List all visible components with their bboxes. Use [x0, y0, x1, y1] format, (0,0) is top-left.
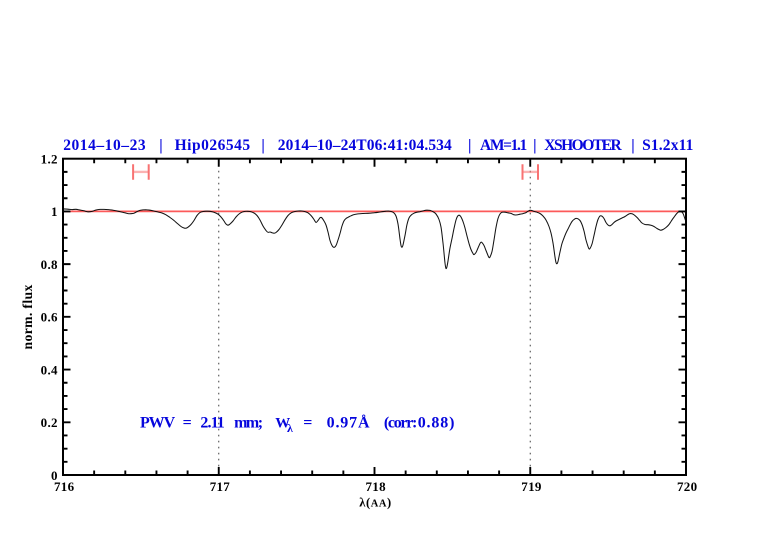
svg-text:XSHOOTER: XSHOOTER [544, 137, 622, 154]
svg-text:|: | [533, 137, 536, 154]
svg-text:0: 0 [51, 468, 58, 483]
svg-text:Hip026545: Hip026545 [175, 137, 251, 154]
svg-text:0.88): 0.88) [418, 415, 456, 432]
svg-text:|: | [468, 137, 471, 154]
svg-text:2.11: 2.11 [200, 415, 224, 432]
svg-text:AM=1.1: AM=1.1 [480, 137, 527, 154]
svg-text:W: W [275, 416, 290, 432]
svg-text:(corr:: (corr: [384, 415, 416, 432]
svg-text:S1.2x11: S1.2x11 [642, 137, 693, 154]
svg-text:|: | [159, 137, 162, 154]
svg-text:720: 720 [677, 479, 697, 494]
svg-text:=: = [183, 415, 192, 432]
svg-text:1: 1 [51, 204, 58, 219]
svg-text:PWV: PWV [140, 415, 176, 432]
svg-text:718: 718 [365, 479, 386, 494]
svg-text:0.4: 0.4 [41, 362, 58, 377]
svg-text:mm;: mm; [234, 415, 263, 432]
svg-text:2014–10–23: 2014–10–23 [63, 137, 146, 154]
svg-text:0.8: 0.8 [41, 257, 58, 272]
svg-text:0.2: 0.2 [41, 415, 58, 430]
svg-text:norm. flux: norm. flux [20, 284, 35, 349]
svg-text:0.97Å: 0.97Å [327, 414, 371, 432]
svg-text:1.2: 1.2 [41, 152, 58, 167]
svg-text:|: | [261, 137, 264, 154]
svg-text:λ(AA): λ(AA) [359, 496, 391, 510]
svg-text:λ: λ [287, 421, 293, 435]
svg-text:2014–10–24T06:41:04.534: 2014–10–24T06:41:04.534 [278, 137, 452, 154]
svg-text:716: 716 [54, 479, 75, 494]
svg-text:0.6: 0.6 [41, 310, 58, 325]
svg-text:=: = [303, 415, 312, 432]
svg-text:717: 717 [210, 479, 231, 494]
svg-text:719: 719 [521, 479, 542, 494]
svg-text:|: | [631, 137, 634, 154]
